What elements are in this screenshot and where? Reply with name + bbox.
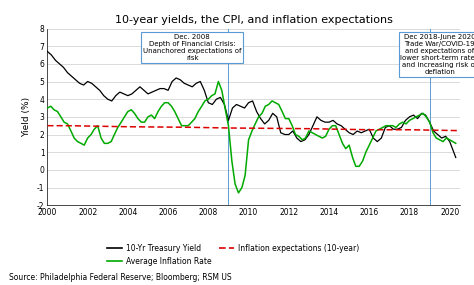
Title: 10-year yields, the CPI, and inflation expectations: 10-year yields, the CPI, and inflation e…	[115, 15, 392, 25]
Text: Source: Philadelphia Federal Reserve; Bloomberg; RSM US: Source: Philadelphia Federal Reserve; Bl…	[9, 273, 232, 282]
Legend: 10-Yr Treasury Yield, Average Inflation Rate, Inflation expectations (10-year): 10-Yr Treasury Yield, Average Inflation …	[103, 241, 363, 269]
Text: Dec. 2008
Depth of Financial Crisis:
Unanchored expectations of
risk: Dec. 2008 Depth of Financial Crisis: Una…	[143, 34, 241, 61]
Text: Dec 2018-June 2020
Trade War/COVID-19
and expectations of
lower short-term rates: Dec 2018-June 2020 Trade War/COVID-19 an…	[401, 34, 474, 75]
Y-axis label: Yield (%): Yield (%)	[23, 97, 32, 137]
